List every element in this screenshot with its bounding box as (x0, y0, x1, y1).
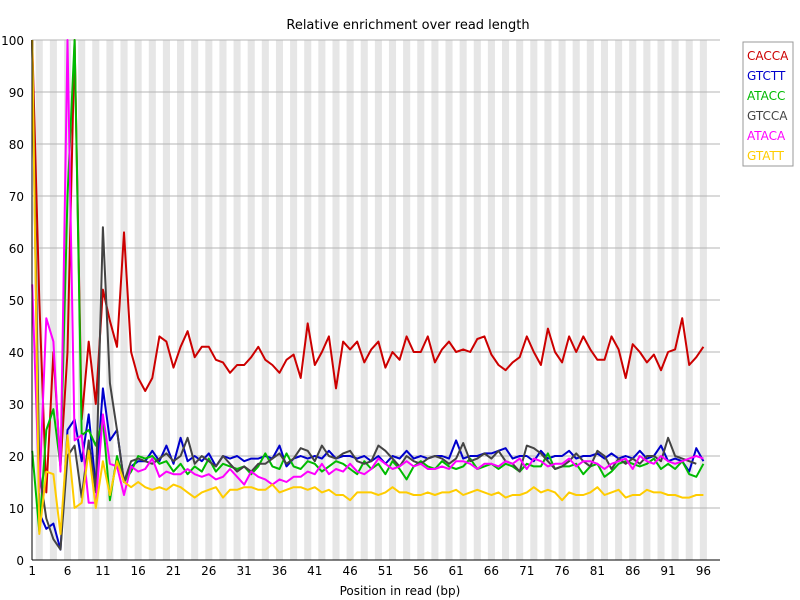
x-tick-labels: 1 6 11 16 21 26 31 36 41 46 51 56 61 66 71 76 81 86 91 96 (28, 564, 711, 578)
y-tick-label: 70 (9, 190, 24, 204)
y-tick-label: 10 (9, 502, 24, 516)
y-tick-label: 0 (16, 554, 24, 568)
x-tick-label: 21 (166, 564, 181, 578)
legend-entry-gtatt: GTATT (747, 149, 785, 163)
legend: CACCA GTCTT ATACC GTCCA ATACA GTATT (742, 41, 794, 167)
x-tick-label: 11 (95, 564, 110, 578)
x-axis-label: Position in read (bp) (340, 584, 461, 598)
y-tick-label: 100 (1, 34, 24, 48)
y-tick-label: 20 (9, 450, 24, 464)
x-tick-label: 36 (272, 564, 287, 578)
legend-entry-gtcca: GTCCA (747, 109, 788, 123)
x-tick-label: 91 (660, 564, 675, 578)
x-tick-label: 41 (307, 564, 322, 578)
y-tick-labels: 0 10 20 30 40 50 60 70 80 90 100 (1, 34, 24, 568)
x-tick-label: 76 (554, 564, 569, 578)
series-lines (31, 39, 705, 551)
x-tick-label: 31 (237, 564, 252, 578)
y-tick-label: 50 (9, 294, 24, 308)
legend-entry-cacca: CACCA (747, 49, 789, 63)
axes (31, 40, 720, 561)
legend-entry-ataca: ATACA (747, 129, 786, 143)
x-tick-label: 96 (696, 564, 711, 578)
legend-entry-gtctt: GTCTT (747, 69, 786, 83)
x-tick-label: 46 (342, 564, 357, 578)
x-tick-label: 81 (590, 564, 605, 578)
x-tick-label: 56 (413, 564, 428, 578)
series-line-cacca (31, 39, 705, 494)
y-tick-label: 30 (9, 398, 24, 412)
x-tick-label: 66 (484, 564, 499, 578)
x-tick-label: 1 (28, 564, 36, 578)
y-tick-label: 40 (9, 346, 24, 360)
chart-title: Relative enrichment over read length (286, 18, 529, 33)
series-line-gtatt (31, 39, 704, 535)
y-tick-label: 90 (9, 86, 24, 100)
legend-box (742, 41, 794, 167)
x-tick-label: 61 (448, 564, 463, 578)
series-line-ataca (31, 39, 704, 504)
y-tick-label: 60 (9, 242, 24, 256)
x-tick-label: 6 (64, 564, 72, 578)
x-tick-label: 26 (201, 564, 216, 578)
x-tick-label: 71 (519, 564, 534, 578)
x-tick-label: 16 (131, 564, 146, 578)
y-tick-label: 80 (9, 138, 24, 152)
series-line-gtcca (31, 39, 697, 551)
x-tick-label: 86 (625, 564, 640, 578)
x-tick-label: 51 (378, 564, 393, 578)
legend-entry-atacc: ATACC (747, 89, 785, 103)
